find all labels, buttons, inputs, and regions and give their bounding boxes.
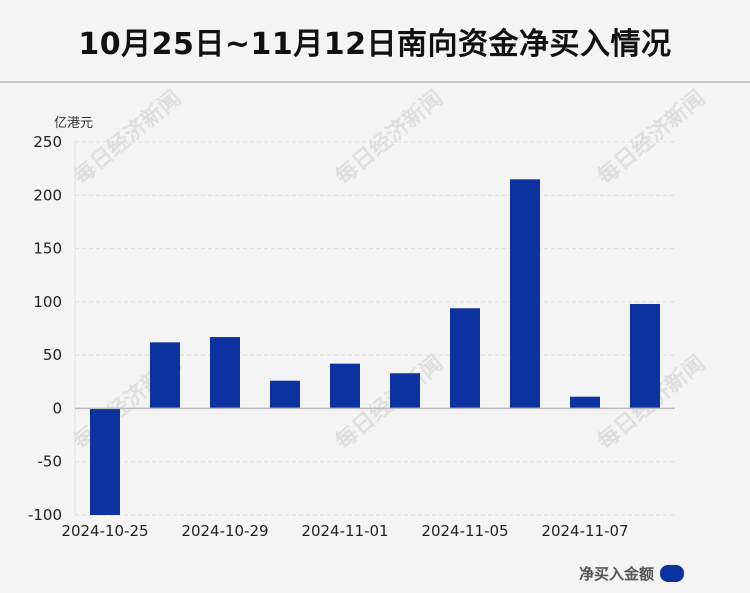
chart-title: 10月25日~11月12日南向资金净买入情况 [78,26,672,62]
bar [450,308,480,409]
bar [90,408,120,515]
bar [150,342,180,409]
y-tick-label: 0 [52,399,62,417]
x-tick-label: 2024-10-29 [181,522,268,540]
y-tick-label: 150 [33,240,62,258]
legend: 净买入金额 [579,563,684,584]
bar [390,373,420,409]
y-tick-label: 100 [33,293,62,311]
bar [270,380,300,409]
legend-label: 净买入金额 [578,565,654,583]
title-bar: 10月25日~11月12日南向资金净买入情况 [0,0,750,83]
x-tick-label: 2024-11-01 [301,522,388,540]
x-tick-label: 2024-10-25 [61,522,148,540]
bar [510,179,540,409]
x-tick-label: 2024-11-05 [421,522,508,540]
bar [330,363,360,409]
y-tick-label: 50 [43,346,62,364]
y-tick-label: -50 [38,453,63,471]
y-tick-label: 200 [33,186,62,204]
x-tick-label: 2024-11-07 [541,522,628,540]
y-axis-unit-label: 亿港元 [54,116,94,131]
y-tick-label: -100 [28,506,62,524]
bar [210,337,240,409]
y-tick-label: 250 [33,133,62,151]
legend-swatch [660,565,684,582]
bar [570,396,600,409]
bar [630,303,660,409]
